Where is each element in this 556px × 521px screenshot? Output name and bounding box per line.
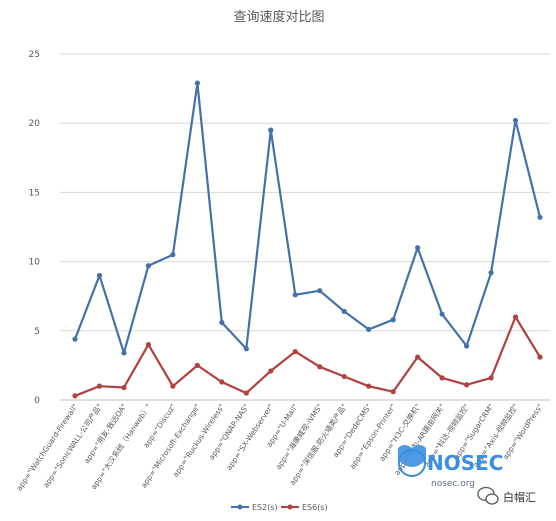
y-tick-label: 0	[34, 396, 40, 406]
legend-swatch-marker	[237, 504, 243, 510]
nosec-logo-text: NOSEC	[427, 451, 503, 475]
series-1	[72, 80, 543, 356]
gridlines	[60, 53, 550, 401]
data-point	[463, 343, 470, 349]
data-point	[72, 393, 78, 399]
y-tick-label: 10	[29, 258, 41, 268]
data-point	[292, 348, 298, 355]
legend-item: ES6(s)	[281, 503, 328, 512]
data-point	[243, 346, 249, 352]
data-point	[145, 342, 152, 348]
x-tick-label: app="海康威视-iVMS"	[274, 402, 325, 471]
data-point	[537, 354, 543, 360]
legend-swatch-marker	[287, 504, 293, 510]
series-layer	[72, 80, 543, 399]
data-point	[243, 390, 249, 396]
data-point	[96, 383, 103, 389]
legend-label: ES6(s)	[302, 503, 328, 512]
wechat-icon	[477, 486, 499, 505]
data-point	[463, 382, 470, 388]
legend: ES2(s) ES6(s)	[231, 503, 328, 512]
data-point	[170, 383, 176, 389]
data-point	[439, 311, 445, 317]
data-point	[488, 270, 494, 276]
data-point	[488, 375, 494, 381]
data-point	[366, 383, 372, 389]
legend-item: ES2(s)	[231, 503, 278, 512]
data-point	[317, 364, 323, 370]
data-point	[415, 354, 421, 360]
legend-label: ES2(s)	[252, 503, 278, 512]
data-point	[390, 317, 396, 323]
account-name: 白帽汇	[503, 490, 536, 504]
data-point	[512, 314, 519, 320]
data-point	[415, 245, 421, 251]
data-point	[194, 362, 200, 368]
x-tick-label: app="Epson-Printer"	[348, 402, 398, 471]
data-point	[219, 319, 225, 326]
series-2	[72, 314, 543, 399]
watermark: NOSEC nosec.org 白帽汇	[398, 445, 536, 505]
data-point	[366, 326, 372, 333]
y-tick-label: 25	[29, 50, 40, 60]
nosec-logo-icon	[398, 445, 426, 477]
data-point	[268, 127, 274, 133]
data-point	[439, 375, 445, 381]
nosec-logo-domain: nosec.org	[431, 479, 475, 489]
series-line	[73, 81, 542, 354]
y-tick-label: 5	[34, 327, 40, 337]
data-point	[121, 384, 127, 391]
data-point	[72, 336, 78, 342]
data-point	[292, 292, 298, 298]
data-point	[390, 389, 396, 395]
y-tick-label: 20	[29, 119, 41, 129]
data-point	[317, 288, 323, 294]
data-point	[341, 373, 347, 380]
data-point	[145, 263, 152, 269]
data-point	[512, 117, 519, 124]
data-point	[537, 214, 543, 220]
y-tick-label: 15	[29, 188, 40, 198]
data-point	[121, 350, 127, 356]
data-point	[194, 80, 200, 86]
x-tick-label: app="用友-致远OA"	[82, 402, 129, 465]
data-point	[96, 272, 103, 279]
data-point	[341, 308, 347, 315]
data-point	[268, 368, 274, 374]
series-line	[73, 315, 542, 397]
y-axis: 0 5 10 15 20 25	[29, 50, 41, 406]
data-point	[170, 252, 176, 258]
data-point	[219, 379, 225, 385]
chart-title: 查询速度对比图	[233, 9, 324, 25]
